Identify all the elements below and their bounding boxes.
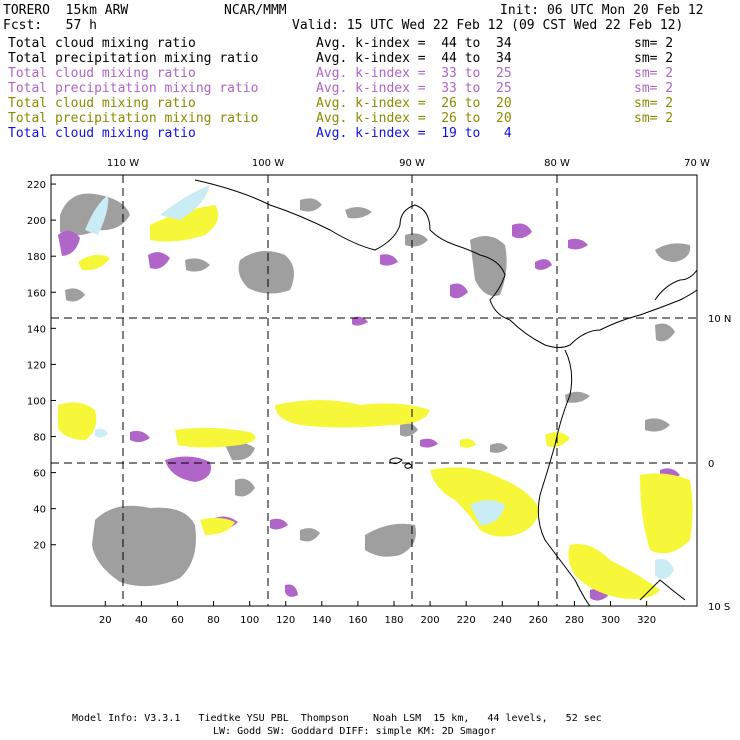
- latitude-labels: 10 N 0 10 S: [708, 314, 731, 613]
- legend-field: Total cloud mixing ratio: [8, 36, 196, 51]
- legend-field: Total precipitation mixing ratio: [8, 111, 259, 126]
- y-tick-label: 20: [33, 541, 46, 552]
- legend-kindex: Avg. k-index = 44 to 34: [316, 51, 512, 66]
- x-tick-label: 320: [637, 615, 656, 626]
- y-tick-label: 60: [33, 469, 46, 480]
- x-tick-label: 40: [135, 615, 148, 626]
- model-title: TORERO 15km ARW: [3, 3, 129, 18]
- y-tick-label: 220: [27, 180, 46, 191]
- latitude-label: 10 N: [708, 314, 731, 325]
- y-tick-label: 100: [27, 396, 46, 407]
- legend-sm: sm= 2: [634, 111, 674, 126]
- y-tick-label: 200: [27, 216, 46, 227]
- x-tick-label: 120: [276, 615, 295, 626]
- legend-kindex: Avg. k-index = 33 to 25: [316, 66, 512, 81]
- x-tick-label: 260: [529, 615, 548, 626]
- x-tick-label: 60: [171, 615, 184, 626]
- longitude-label: 100 W: [252, 158, 284, 169]
- y-tick-labels: 20 40 60 80 100 120 140 160 180 200 220: [27, 180, 56, 552]
- latitude-label: 0: [708, 459, 714, 470]
- y-tick-label: 120: [27, 360, 46, 371]
- legend-sm: sm= 2: [634, 51, 674, 66]
- legend-field: Total precipitation mixing ratio: [8, 51, 259, 66]
- latitude-label: 10 S: [708, 602, 730, 613]
- legend-kindex: Avg. k-index = 19 to 4: [316, 126, 512, 141]
- y-tick-label: 160: [27, 288, 46, 299]
- longitude-label: 90 W: [399, 158, 425, 169]
- legend-sm: sm= 2: [634, 96, 674, 111]
- coastlines: [194, 179, 698, 607]
- cyan-cloud-areas: [85, 185, 674, 579]
- x-tick-label: 20: [99, 615, 112, 626]
- valid-time: Valid: 15 UTC Wed 22 Feb 12 (09 CST Wed …: [292, 18, 684, 33]
- footer-model-info: Model Info: V3.3.1 Tiedtke YSU PBL Thomp…: [72, 713, 602, 724]
- legend-sm: sm= 2: [634, 36, 674, 51]
- graticule: [51, 175, 697, 606]
- footer-physics-info: LW: Godd SW: Goddard DIFF: simple KM: 2D…: [213, 726, 496, 737]
- forecast-hour: Fcst: 57 h: [3, 18, 97, 33]
- x-tick-label: 140: [312, 615, 331, 626]
- legend-kindex: Avg. k-index = 44 to 34: [316, 36, 512, 51]
- org-label: NCAR/MMM: [224, 3, 287, 18]
- legend-field: Total cloud mixing ratio: [8, 96, 196, 111]
- x-tick-label: 160: [348, 615, 367, 626]
- x-tick-label: 220: [457, 615, 476, 626]
- y-tick-label: 180: [27, 252, 46, 263]
- longitude-label: 80 W: [544, 158, 570, 169]
- x-tick-label: 280: [565, 615, 584, 626]
- gray-cloud-areas: [60, 193, 691, 587]
- x-tick-label: 100: [240, 615, 259, 626]
- x-tick-label: 300: [601, 615, 620, 626]
- legend-kindex: Avg. k-index = 26 to 20: [316, 96, 512, 111]
- legend-field: Total cloud mixing ratio: [8, 126, 196, 141]
- legend-sm: sm= 2: [634, 66, 674, 81]
- longitude-label: 70 W: [684, 158, 710, 169]
- y-tick-label: 140: [27, 324, 46, 335]
- x-tick-label: 180: [384, 615, 403, 626]
- x-tick-labels: 20 40 60 80 100 120 140 160 180 200 220 240 260 280 30…: [99, 601, 656, 626]
- legend-field: Total precipitation mixing ratio: [8, 81, 259, 96]
- longitude-label: 110 W: [107, 158, 139, 169]
- longitude-labels: 110 W 100 W 90 W 80 W 70 W: [107, 158, 710, 169]
- y-tick-label: 40: [33, 505, 46, 516]
- x-tick-label: 80: [207, 615, 220, 626]
- legend-kindex: Avg. k-index = 33 to 25: [316, 81, 512, 96]
- legend-field: Total cloud mixing ratio: [8, 66, 196, 81]
- legend-sm: sm= 2: [634, 81, 674, 96]
- legend-kindex: Avg. k-index = 26 to 20: [316, 111, 512, 126]
- init-time: Init: 06 UTC Mon 20 Feb 12: [500, 3, 704, 18]
- x-tick-label: 240: [493, 615, 512, 626]
- y-tick-label: 80: [33, 433, 46, 444]
- x-tick-label: 200: [421, 615, 440, 626]
